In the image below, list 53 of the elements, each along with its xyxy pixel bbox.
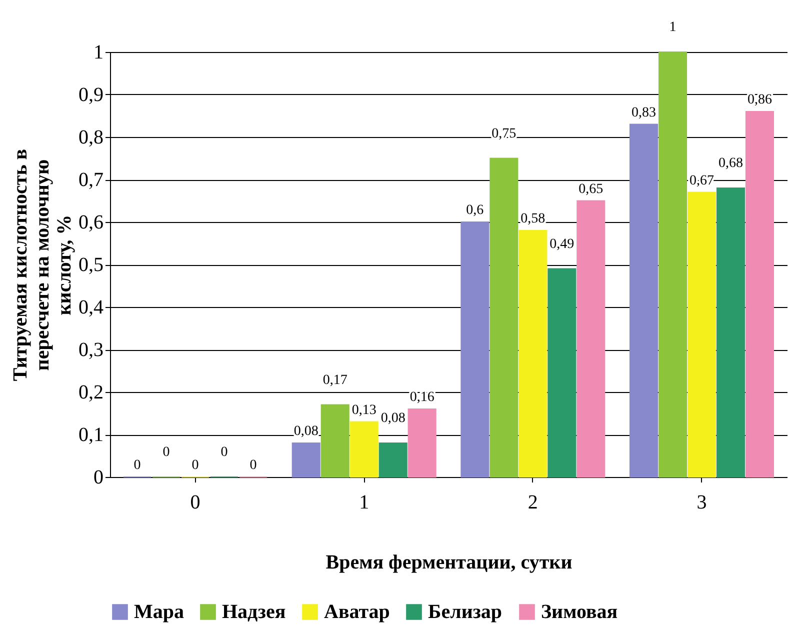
data-label: 0,65 (578, 182, 604, 197)
data-label: 0 (250, 458, 257, 473)
x-tick-label: 2 (528, 492, 538, 514)
x-tick-label: 0 (190, 492, 200, 514)
y-tick-label: 0,9 (78, 84, 104, 106)
data-label: 0,83 (632, 105, 656, 120)
bar (350, 421, 378, 478)
data-label: 1 (669, 20, 676, 35)
data-label: 0 (220, 445, 228, 460)
bar (460, 222, 490, 478)
bar (687, 192, 716, 478)
bar (629, 124, 658, 478)
x-tick-label: 1 (359, 492, 370, 514)
data-label: 0,17 (322, 372, 348, 388)
legend-label: Надзея (222, 601, 286, 623)
bar (548, 268, 576, 478)
bar (378, 442, 408, 478)
x-tick-label: 3 (696, 492, 707, 514)
bar (576, 200, 606, 478)
y-tick-label: 0,3 (78, 339, 104, 361)
y-tick-label: 0,8 (78, 126, 104, 148)
bar (490, 158, 518, 478)
y-tick-label: 0 (94, 466, 104, 488)
data-label: 0 (162, 445, 170, 460)
bar (518, 230, 548, 478)
legend-label: Белизар (428, 601, 502, 623)
y-tick-label: 0,1 (78, 424, 104, 446)
y-tick-label: 0,2 (78, 382, 104, 404)
bar (292, 442, 320, 478)
y-tick-label: 0,4 (78, 296, 104, 318)
data-label: 0,08 (380, 411, 406, 426)
y-tick-label: 0,6 (78, 212, 104, 234)
bar (658, 52, 688, 478)
data-label: 0,13 (352, 402, 376, 418)
data-label: 0 (192, 458, 199, 473)
bar (408, 408, 436, 478)
y-axis-title: Титруемая кислотность в пересчете на молочную кислоту, % (10, 148, 76, 382)
y-tick-label: 0,5 (78, 254, 104, 276)
data-label: 0 (134, 458, 141, 473)
legend-label: Мара (134, 601, 184, 623)
data-label: 0,86 (747, 92, 772, 108)
x-axis-title: Время ферментации, сутки (326, 552, 572, 574)
y-tick-label: 1 (94, 42, 104, 64)
data-label: 0,16 (410, 390, 434, 405)
y-tick-label: 0,7 (78, 169, 104, 191)
bar (745, 111, 774, 478)
data-label: 0,49 (550, 236, 574, 252)
data-label: 0,68 (718, 156, 743, 171)
bar (716, 188, 746, 478)
legend-label: Зимовая (541, 601, 618, 623)
bar (320, 404, 350, 478)
legend-label: Аватар (324, 601, 390, 623)
data-label: 0,6 (466, 203, 484, 218)
